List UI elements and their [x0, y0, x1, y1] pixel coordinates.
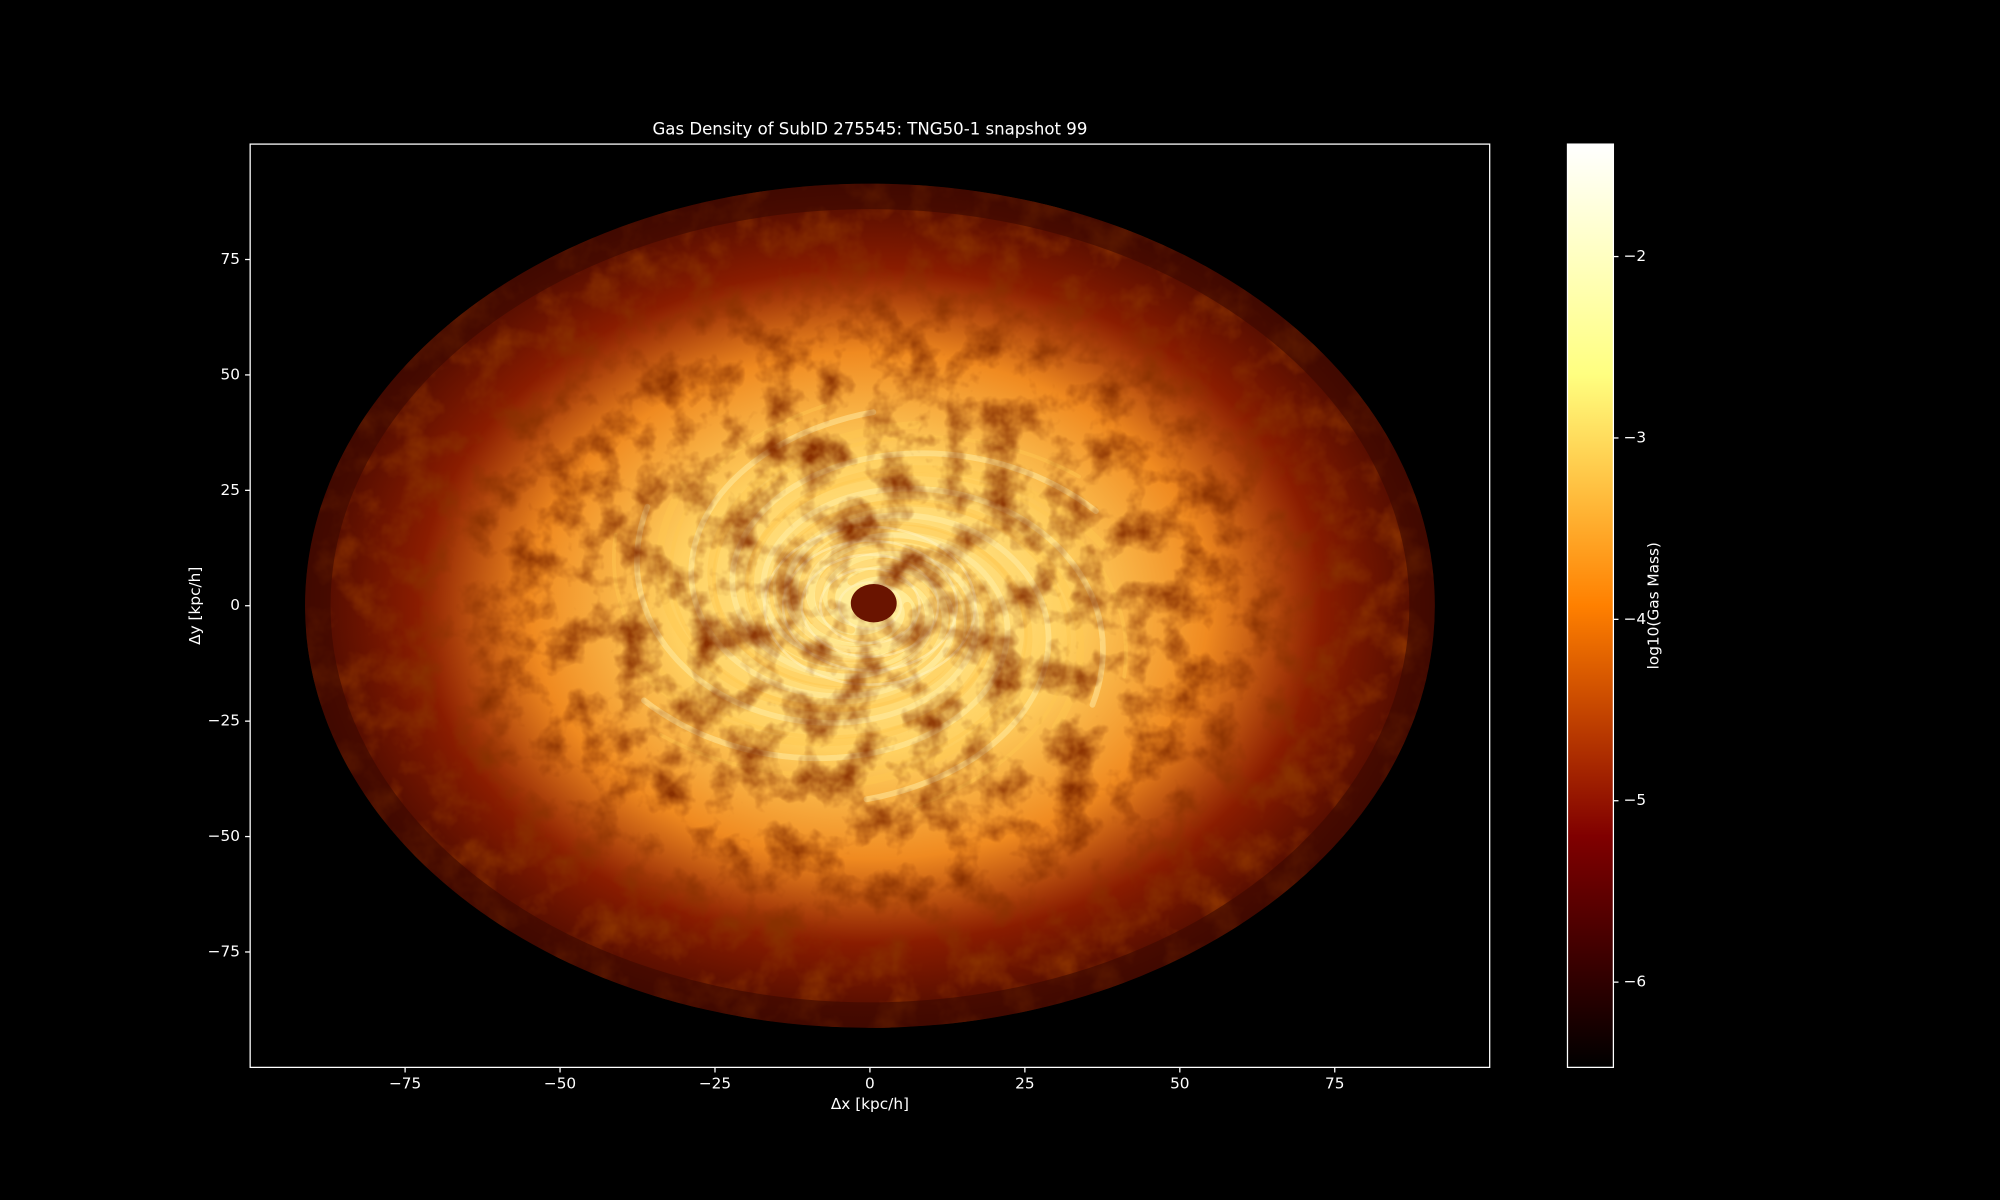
- x-tick-label: −25: [699, 1074, 731, 1092]
- chart-title: Gas Density of SubID 275545: TNG50-1 sna…: [652, 120, 1087, 139]
- colorbar-tick-label: −3: [1624, 428, 1647, 446]
- y-tick-label: −25: [208, 712, 240, 730]
- x-tick-label: 50: [1170, 1074, 1189, 1092]
- colorbar-tick-label: −5: [1624, 791, 1647, 809]
- y-tick-label: 50: [220, 365, 239, 383]
- colorbar-tick-label: −2: [1624, 247, 1647, 265]
- x-tick-label: −50: [544, 1074, 576, 1092]
- x-tick-label: 75: [1325, 1074, 1344, 1092]
- colorbar-tick-label: −6: [1624, 973, 1647, 991]
- y-tick-label: −75: [208, 942, 240, 960]
- colorbar: [1566, 143, 1615, 1069]
- y-tick-label: 25: [220, 481, 239, 499]
- y-axis-label: Δy [kpc/h]: [186, 567, 204, 645]
- x-axis-label: Δx [kpc/h]: [831, 1095, 909, 1113]
- colorbar-label: log10(Gas Mass): [1645, 542, 1663, 669]
- density-image: [304, 183, 1435, 1028]
- y-tick-label: 75: [220, 250, 239, 268]
- central-cavity: [850, 584, 897, 623]
- y-tick-label: 0: [230, 596, 240, 614]
- x-tick-label: 25: [1015, 1074, 1034, 1092]
- x-tick-label: −75: [389, 1074, 421, 1092]
- colorbar-tick-label: −4: [1624, 610, 1647, 628]
- y-tick-label: −50: [208, 827, 240, 845]
- x-tick-label: 0: [865, 1074, 875, 1092]
